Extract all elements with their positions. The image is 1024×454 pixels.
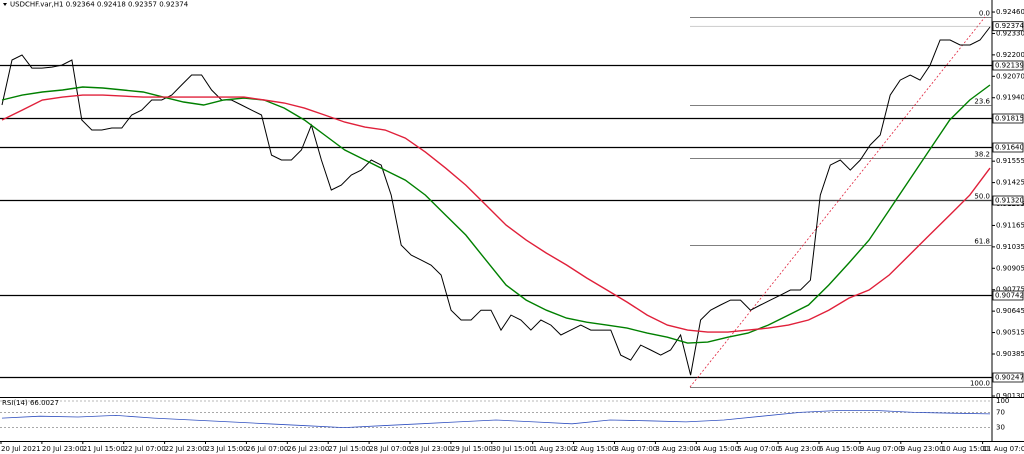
y-tick-label: 0.90515 xyxy=(996,329,1024,337)
x-tick-label: 28 Jul 23:00 xyxy=(410,445,452,453)
y-tick-label: 0.90905 xyxy=(996,264,1024,272)
x-tick-label: 29 Jul 15:00 xyxy=(451,445,493,453)
rsi-tick-label: 30 xyxy=(996,424,1005,432)
y-tick-label: 0.90385 xyxy=(996,350,1024,358)
y-tick-label: 0.90130 xyxy=(996,392,1024,400)
x-tick-label: 10 Aug 15:00 xyxy=(942,445,989,453)
x-tick-label: 11 Aug 07:00 xyxy=(983,445,1024,453)
level-label: 0.90742 xyxy=(995,292,1024,300)
x-tick-label: 22 Jul 23:00 xyxy=(165,445,207,453)
level-box xyxy=(992,113,1024,124)
fib-label: 61.8 xyxy=(974,238,990,246)
moving-average xyxy=(1,84,991,344)
level-label: 0.90247 xyxy=(995,374,1024,382)
y-tick-label: 0.91940 xyxy=(996,94,1024,102)
y-tick-label: 0.92330 xyxy=(996,29,1024,37)
title-arrow xyxy=(3,3,7,6)
rsi-tick-label: 100 xyxy=(996,397,1009,405)
rsi-tick-label: 70 xyxy=(996,408,1005,416)
level-box xyxy=(992,142,1024,153)
y-tick-label: 0.92070 xyxy=(996,72,1024,80)
x-tick-label: 1 Aug 23:00 xyxy=(533,445,576,453)
moving-average xyxy=(1,94,991,333)
y-tick-label: 0.90645 xyxy=(996,307,1024,315)
x-tick-label: 4 Aug 15:00 xyxy=(696,445,739,453)
x-tick-label: 27 Jul 15:00 xyxy=(328,445,370,453)
y-tick-label: 0.91035 xyxy=(996,243,1024,251)
x-tick-label: 5 Aug 23:00 xyxy=(778,445,821,453)
x-tick-label: 9 Aug 07:00 xyxy=(860,445,903,453)
fib-label: 38.2 xyxy=(974,151,990,159)
level-label: 0.91640 xyxy=(995,144,1024,152)
chart-title: USDCHF.var,H1 0.92364 0.92418 0.92357 0.… xyxy=(10,1,189,9)
fib-label: 50.0 xyxy=(974,193,990,201)
x-tick-label: 30 Jul 15:00 xyxy=(492,445,534,453)
current-price-label: 0.92374 xyxy=(995,22,1024,30)
x-tick-label: 6 Aug 15:00 xyxy=(819,445,862,453)
y-tick-label: 0.90775 xyxy=(996,286,1024,294)
x-tick-label: 21 Jul 15:00 xyxy=(83,445,125,453)
x-tick-label: 22 Jul 07:00 xyxy=(124,445,166,453)
current-price-box xyxy=(992,21,1024,32)
level-box xyxy=(992,372,1024,383)
x-tick-label: 9 Aug 23:00 xyxy=(901,445,944,453)
x-tick-label: 23 Jul 15:00 xyxy=(206,445,248,453)
rsi-line xyxy=(1,410,991,429)
y-tick-label: 0.91555 xyxy=(996,157,1024,165)
rsi-title: RSI(14) 66.0027 xyxy=(2,399,59,407)
level-box xyxy=(992,195,1024,206)
x-tick-label: 20 Jul 2021 xyxy=(1,445,41,453)
level-box xyxy=(992,290,1024,301)
x-tick-label: 2 Aug 15:00 xyxy=(574,445,617,453)
x-tick-label: 20 Jul 23:00 xyxy=(42,445,84,453)
y-tick-label: 0.91165 xyxy=(996,221,1024,229)
fib-label: 100.0 xyxy=(970,380,990,388)
x-tick-label: 3 Aug 23:00 xyxy=(655,445,698,453)
x-tick-label: 26 Jul 07:00 xyxy=(246,445,288,453)
level-box xyxy=(992,60,1024,71)
y-tick-label: 0.92460 xyxy=(996,8,1024,16)
x-tick-label: 26 Jul 23:00 xyxy=(287,445,329,453)
level-label: 0.92139 xyxy=(995,62,1024,70)
x-tick-label: 3 Aug 07:00 xyxy=(615,445,658,453)
y-tick-label: 0.92200 xyxy=(996,51,1024,59)
fib-label: 0.0 xyxy=(979,10,990,18)
level-label: 0.91815 xyxy=(995,115,1024,123)
x-tick-label: 5 Aug 07:00 xyxy=(737,445,780,453)
y-tick-label: 0.91425 xyxy=(996,179,1024,187)
fib-trend xyxy=(689,16,986,388)
fib-label: 23.6 xyxy=(974,98,990,106)
x-tick-label: 28 Jul 07:00 xyxy=(369,445,411,453)
level-label: 0.91320 xyxy=(995,197,1024,205)
